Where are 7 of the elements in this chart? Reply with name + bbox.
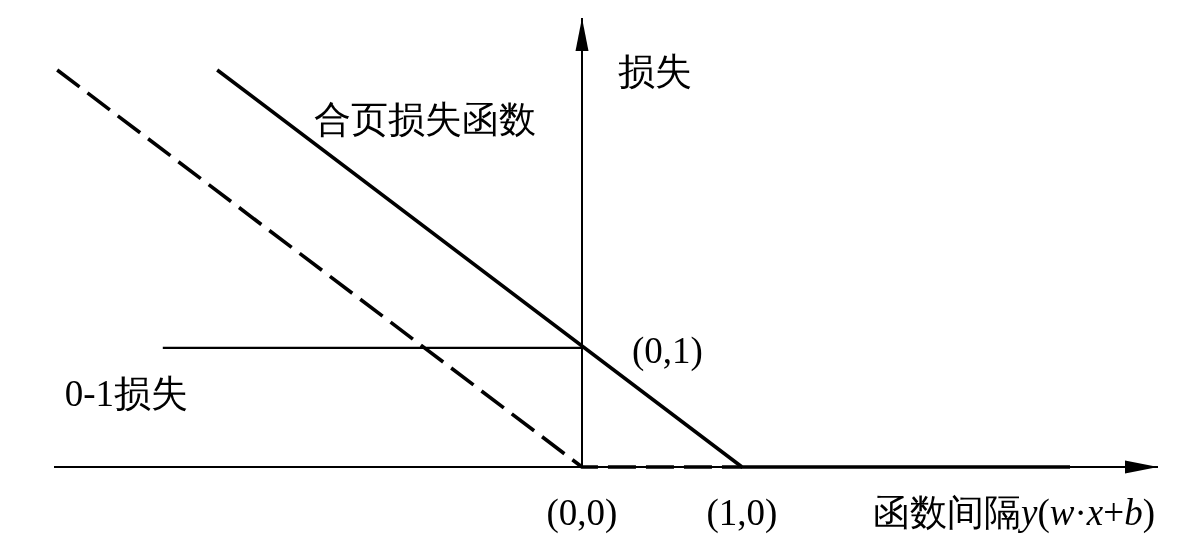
text: 函数间隔y(w·x+b) [873, 491, 1155, 533]
annotation: (0,1) [632, 330, 703, 373]
series-label: 合页损失函数 [314, 98, 537, 140]
series-label: 0-1损失 [64, 373, 189, 415]
y-axis-title: 损失 [618, 50, 692, 92]
x-tick-label: (1,0) [706, 491, 778, 534]
x-tick-label: (0,0) [546, 491, 618, 534]
